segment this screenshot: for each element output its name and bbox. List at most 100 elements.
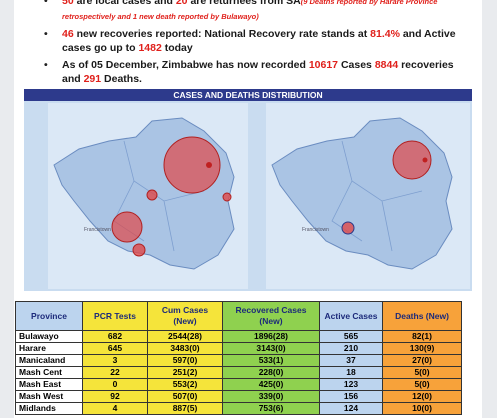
table-cell: 1896(28) (222, 330, 320, 343)
bullet-text: 291 (83, 73, 102, 85)
bubble (132, 243, 146, 257)
table-cell: 5(0) (382, 366, 462, 379)
table-cell: 210 (319, 342, 383, 355)
table-row: Mash East 0 553(2) 425(0) 123 5(0) (15, 378, 462, 391)
bullet: 46 new recoveries reported: National Rec… (32, 27, 472, 55)
column-header: Recovered Cases (New) (222, 301, 320, 331)
table-cell: 27(0) (382, 354, 462, 367)
bullet-text: As of 05 December, Zimbabwe has now reco… (62, 59, 309, 71)
table-cell: Manicaland (15, 354, 83, 367)
bullet-text: 8844 (374, 59, 399, 71)
table-cell: 123 (319, 378, 383, 391)
table-cell: 228(0) (222, 366, 320, 379)
table-body: Bulawayo 682 2544(28) 1896(28) 565 82(1) Harar… (15, 330, 462, 415)
bubble (422, 157, 428, 163)
table-row: Bulawayo 682 2544(28) 1896(28) 565 82(1) (15, 330, 462, 343)
table-row: Manicaland 3 597(0) 533(1) 37 27(0) (15, 354, 462, 367)
bullet-text: new recoveries reported: National Recove… (73, 28, 371, 40)
bullet-text: recoveries and (62, 59, 454, 85)
table-cell: 37 (319, 354, 383, 367)
table-cell: 4 (82, 402, 148, 415)
table-cell: 645 (82, 342, 148, 355)
table-cell: 12(0) (382, 390, 462, 403)
column-header: Province (15, 301, 83, 331)
bullet-text: 10617 (308, 59, 339, 71)
bullet: As of 05 December, Zimbabwe has now reco… (32, 58, 472, 86)
bubble (111, 211, 143, 243)
table-cell: Harare (15, 342, 83, 355)
table-cell: 10(0) (382, 402, 462, 415)
table-cell: 887(5) (147, 402, 223, 415)
table-cell: Midlands (15, 402, 83, 415)
maps: Francistown Francistown (48, 103, 470, 289)
table-cell: 753(6) (222, 402, 320, 415)
table-cell: 533(1) (222, 354, 320, 367)
table-cell: Bulawayo (15, 330, 83, 343)
map-right: Francistown (266, 103, 470, 289)
bubble (222, 192, 232, 202)
table-cell: Mash West (15, 390, 83, 403)
table-cell: 3 (82, 354, 148, 367)
column-header: Active Cases (319, 301, 383, 331)
table-cell: 130(9) (382, 342, 462, 355)
map-label: Francistown (302, 227, 329, 233)
table-cell: 3483(0) (147, 342, 223, 355)
table-cell: 682 (82, 330, 148, 343)
table-cell: 124 (319, 402, 383, 415)
bullet-text: 50 (62, 0, 74, 7)
table-cell: 425(0) (222, 378, 320, 391)
section-banner: CASES AND DEATHS DISTRIBUTION (24, 89, 472, 101)
bullet: 50 are local cases and 20 are returnees … (32, 0, 472, 24)
map-left: Francistown (48, 103, 248, 289)
column-header: Deaths (New) (382, 301, 462, 331)
bullet-text: 20 (175, 0, 188, 7)
table-cell: 92 (82, 390, 148, 403)
table-cell: 5(0) (382, 378, 462, 391)
bullet-text: are returnees from SA (187, 0, 301, 7)
bubble (206, 162, 212, 168)
map-label: Francistown (84, 227, 111, 233)
bubble (341, 221, 355, 235)
bullet-text: 1 (132, 12, 138, 21)
bubble (163, 136, 221, 194)
column-header: PCR Tests (82, 301, 148, 331)
table-row: Mash Cent 22 251(2) 228(0) 18 5(0) (15, 366, 462, 379)
table-cell: 0 (82, 378, 148, 391)
table-row: Midlands 4 887(5) 753(6) 124 10(0) (15, 402, 462, 415)
province-table: Province PCR Tests Cum Cases (New) Recovere… (15, 301, 462, 415)
bullet-text: 81.4% (370, 28, 400, 40)
table-cell: 156 (319, 390, 383, 403)
bullet-text: Deaths. (101, 73, 142, 85)
table-cell: 597(0) (147, 354, 223, 367)
table-cell: 553(2) (147, 378, 223, 391)
table-cell: 3143(0) (222, 342, 320, 355)
bullet-text: 46 (62, 28, 74, 40)
table-cell: 565 (319, 330, 383, 343)
column-header: Cum Cases (New) (147, 301, 223, 331)
bullet-text: new death reported by Bulawayo) (137, 12, 259, 21)
map-area: Francistown Francistown (24, 101, 472, 291)
bullet-list: 50 are local cases and 20 are returnees … (32, 0, 472, 89)
table-row: Harare 645 3483(0) 3143(0) 210 130(9) (15, 342, 462, 355)
table-cell: 82(1) (382, 330, 462, 343)
bullet-text: 1482 (138, 42, 162, 54)
table-cell: 507(0) (147, 390, 223, 403)
bullet-text: and Active cases go up to (62, 28, 456, 54)
table-cell: Mash East (15, 378, 83, 391)
table-cell: 22 (82, 366, 148, 379)
header-row: Province PCR Tests Cum Cases (New) Recovere… (15, 301, 462, 331)
bullet-text: are local cases and (73, 0, 176, 7)
bullet-text: Cases (338, 59, 375, 71)
bullet-text: (9 Deaths reported by Harare Province re… (62, 0, 438, 21)
table-cell: 2544(28) (147, 330, 223, 343)
table-cell: 339(0) (222, 390, 320, 403)
bubble (392, 140, 432, 180)
bullet-text: today (161, 42, 193, 54)
table-cell: Mash Cent (15, 366, 83, 379)
table-cell: 18 (319, 366, 383, 379)
sheet: 50 are local cases and 20 are returnees … (14, 0, 482, 418)
table-row: Mash West 92 507(0) 339(0) 156 12(0) (15, 390, 462, 403)
province-borders (331, 140, 423, 252)
table-cell: 251(2) (147, 366, 223, 379)
